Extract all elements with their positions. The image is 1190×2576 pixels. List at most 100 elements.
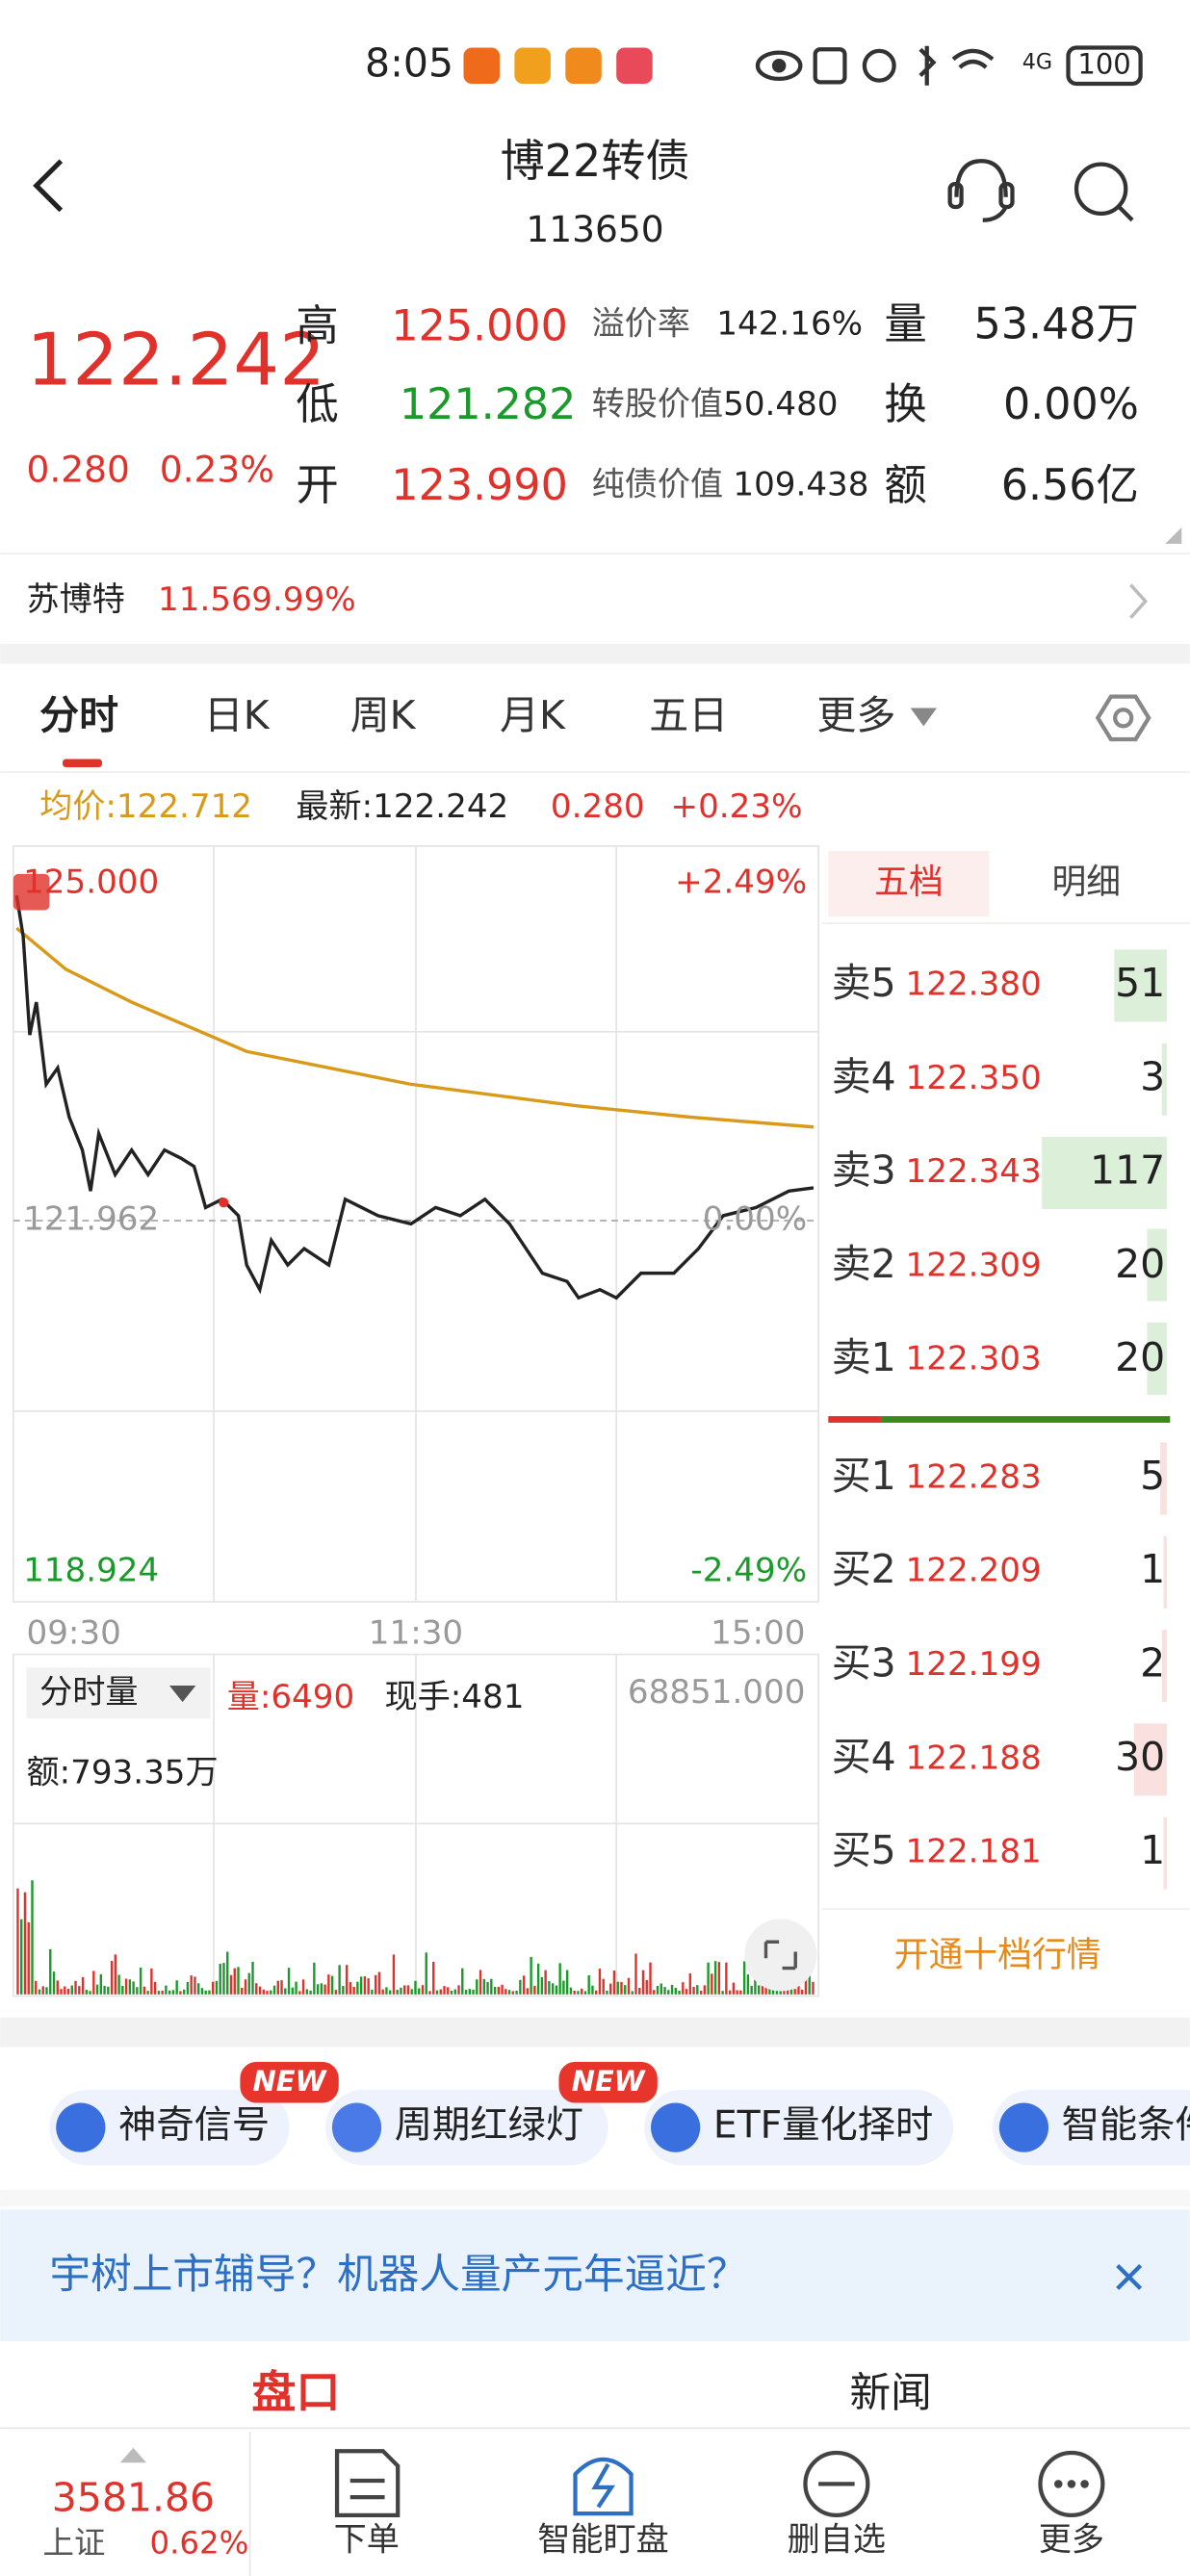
volume-bar <box>624 1985 627 1995</box>
upgrade-button[interactable]: 开通十档行情 <box>894 1936 1101 1975</box>
volume-bar <box>89 1991 91 1995</box>
feature-pill[interactable]: 神奇信号 NEW <box>49 2061 339 2166</box>
chevron <box>1129 583 1149 619</box>
volume-bar <box>74 1980 77 1995</box>
nav-item[interactable]: 更多 <box>1039 2521 1104 2560</box>
service-button[interactable] <box>947 159 1015 222</box>
volume-bar <box>536 1963 540 1995</box>
pill-label: 周期红绿灯 <box>395 2104 583 2148</box>
axis-top: 125.000 <box>23 863 159 902</box>
volume-bar <box>107 1986 110 1995</box>
volume-bar <box>244 1979 247 1995</box>
volume-bar <box>641 1970 645 1995</box>
volume-bar <box>414 1980 417 1995</box>
nav-item[interactable]: 下单 <box>334 2521 400 2560</box>
volume-bar <box>808 1966 811 1995</box>
volume-bar <box>565 1970 569 1995</box>
banner[interactable] <box>0 2209 1190 2341</box>
volume-bar <box>45 1987 48 1995</box>
volume-bar <box>627 1977 631 1995</box>
volume-bar <box>323 1984 326 1995</box>
volume-bar <box>667 1990 670 1995</box>
volume-bar <box>678 1990 681 1995</box>
volume-bar <box>85 1989 88 1995</box>
volume-bar <box>750 1985 753 1995</box>
book-tab[interactable]: 明细 <box>1051 863 1121 902</box>
volume-bar <box>215 1980 219 1995</box>
volume-bar <box>598 1969 602 1995</box>
volume-bar <box>418 1988 421 1995</box>
volume-bar <box>746 1974 750 1995</box>
nav-item[interactable]: 智能盯盘 <box>537 2521 669 2560</box>
volume-bar <box>482 1978 485 1995</box>
volume-bar <box>334 1990 338 1995</box>
volume-bar <box>258 1986 262 1995</box>
book-qty: 20 <box>1115 1334 1165 1380</box>
volume-bar <box>103 1985 106 1995</box>
tab[interactable]: 日K <box>204 692 271 738</box>
back-button[interactable] <box>33 159 64 213</box>
section-tab[interactable]: 盘口 <box>251 2366 340 2418</box>
pill-icon <box>998 2102 1049 2152</box>
volume-bar <box>583 1991 587 1995</box>
tab[interactable]: 更多 <box>816 692 895 738</box>
volume-max: 68851.000 <box>628 1673 806 1712</box>
volume-bar <box>692 1987 695 1995</box>
volume-bar <box>793 1989 796 1995</box>
volume-bar <box>674 1987 677 1995</box>
feature-pill[interactable]: ETF量化择时 <box>644 2089 954 2166</box>
feature-pill[interactable]: 周期红绿灯 NEW <box>325 2061 658 2166</box>
search-button[interactable] <box>1074 162 1134 222</box>
tab[interactable]: 五日 <box>649 692 728 738</box>
volume-bar <box>522 1975 526 1995</box>
volume-bar <box>400 1987 402 1995</box>
volume-bar <box>171 1990 175 1995</box>
book-label: 买4 <box>832 1734 896 1780</box>
marker <box>219 1198 229 1208</box>
volume-bar <box>703 1985 707 1995</box>
volume-bar <box>736 1990 738 1995</box>
tab[interactable]: 周K <box>350 692 417 738</box>
volume-bar <box>620 1981 623 1995</box>
tab-underline <box>63 759 103 767</box>
pill-icon <box>651 2102 701 2152</box>
tab[interactable]: 月K <box>500 692 566 738</box>
volume-bar <box>656 1986 660 1995</box>
bid-bars <box>1133 1442 1167 1890</box>
volume-bar <box>447 1987 450 1995</box>
section-tab[interactable]: 新闻 <box>850 2369 932 2417</box>
volume-bar <box>558 1963 561 1995</box>
volume-bar <box>146 1991 149 1995</box>
time-label: 15:00 <box>711 1614 805 1653</box>
volume-bar <box>606 1990 608 1995</box>
settings-button[interactable] <box>1095 694 1151 742</box>
volume-bar <box>725 1962 728 1995</box>
avg-line <box>15 926 815 1129</box>
book-tab-active[interactable] <box>828 851 990 917</box>
tab[interactable]: 分时 <box>39 692 118 738</box>
book-price: 122.343 <box>906 1152 1042 1191</box>
volume-bar <box>479 1970 482 1995</box>
volume-bar <box>114 1954 117 1995</box>
volume-bar <box>226 1951 229 1995</box>
book-qty: 30 <box>1115 1734 1165 1780</box>
expand-button[interactable] <box>744 1919 817 1992</box>
gap <box>0 644 1190 664</box>
volume-bar <box>515 1990 518 1995</box>
volume-bar <box>587 1974 590 1995</box>
volume-bar <box>270 1990 272 1995</box>
stock-row[interactable]: 苏博特 11.56 9.99% <box>27 580 1149 619</box>
banner-close[interactable] <box>1116 2263 1143 2290</box>
volume-bar <box>276 1980 279 1995</box>
book-price: 122.309 <box>906 1246 1042 1284</box>
feature-pill[interactable]: 智能条件 <box>993 2089 1190 2166</box>
nav-item[interactable]: 删自选 <box>788 2521 886 2560</box>
stat-label: 额 <box>884 461 926 510</box>
volume-bar <box>385 1987 388 1995</box>
book-qty: 2 <box>1140 1640 1165 1687</box>
time: 8:05 <box>365 39 453 86</box>
change: 0.280 <box>27 448 130 490</box>
index-pct: 0.62% <box>150 2525 249 2562</box>
volume-bar <box>272 1985 276 1995</box>
badge-bg <box>240 2061 339 2103</box>
